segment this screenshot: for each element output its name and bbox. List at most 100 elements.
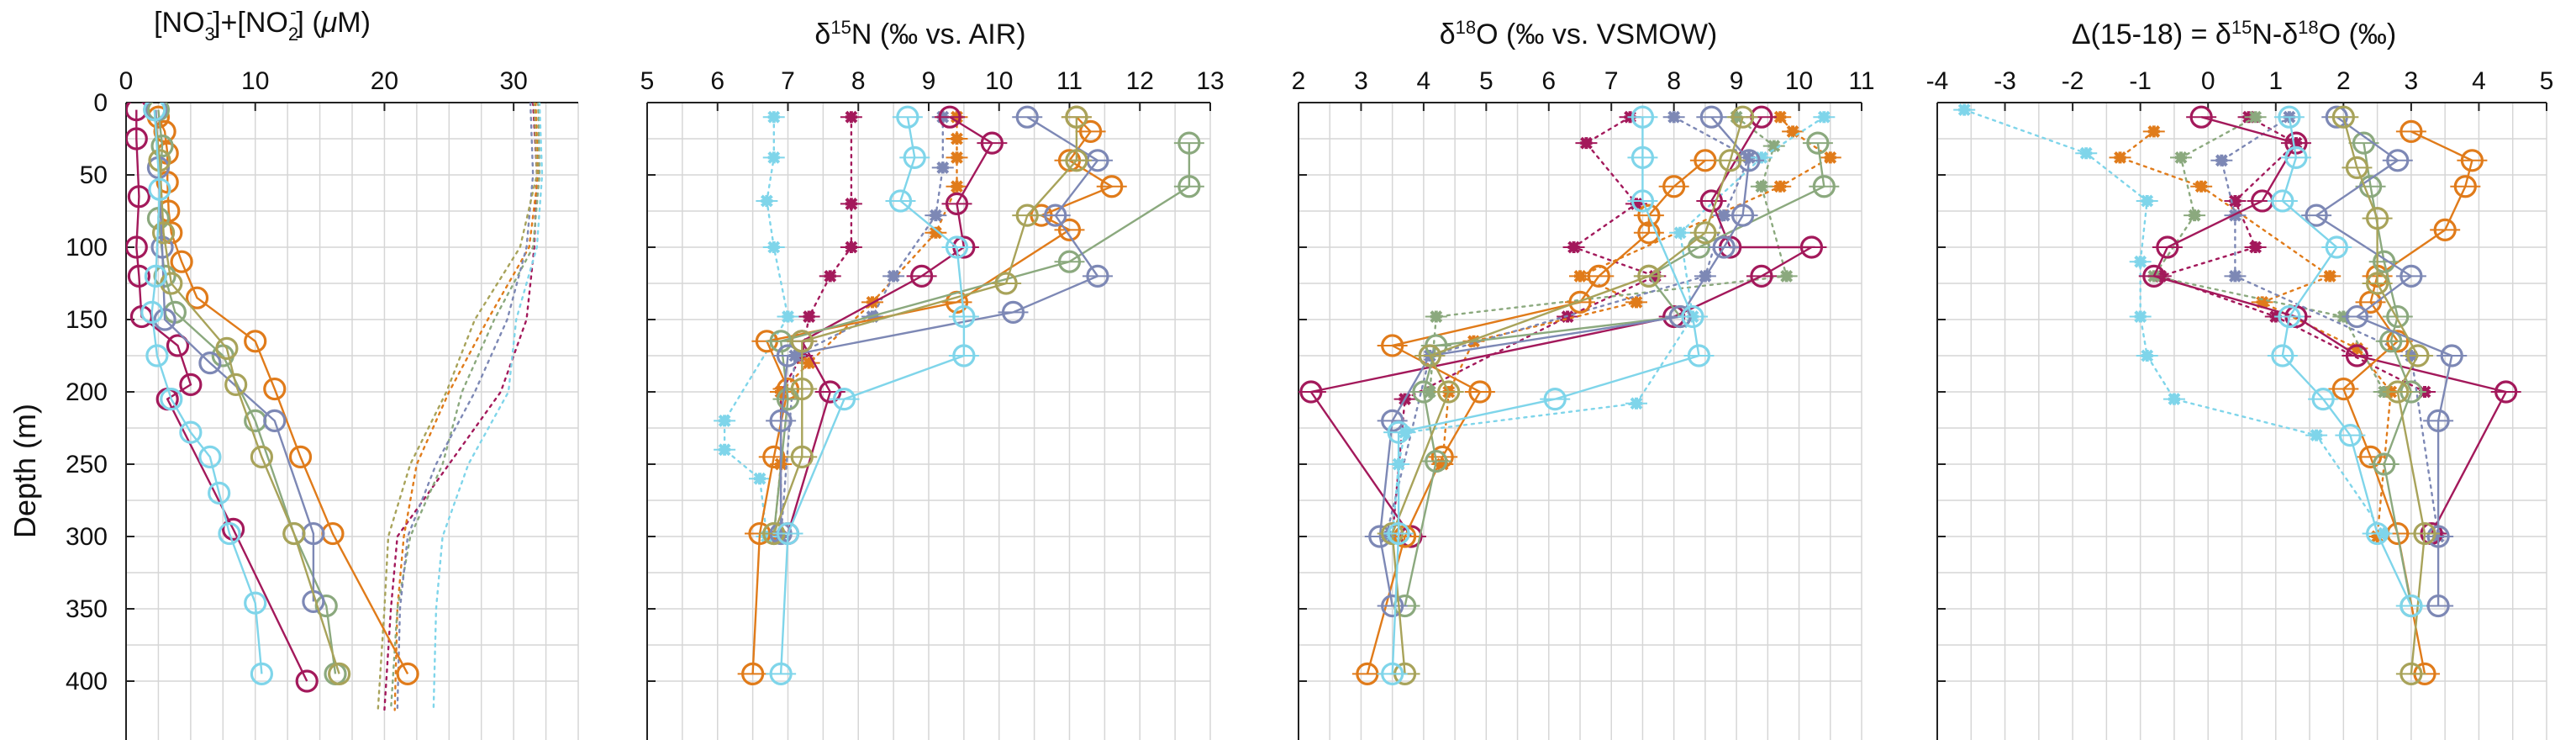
- dotted-series-line: [2152, 115, 2385, 394]
- series-point: [1377, 662, 1408, 686]
- series-point: [2457, 149, 2488, 172]
- dotted-series-point: [2075, 146, 2098, 160]
- dotted-series-point: [714, 414, 736, 427]
- grid: [125, 102, 579, 740]
- series-point: [148, 177, 171, 201]
- series-point: [150, 235, 174, 259]
- series-point: [1054, 250, 1085, 273]
- series-point: [1727, 204, 1758, 227]
- series-point: [2410, 521, 2440, 546]
- x-tick-label: 4: [2472, 67, 2486, 95]
- dotted-series-line: [1429, 115, 1788, 394]
- x-tick-label: 12: [1126, 67, 1154, 95]
- dotted-series-line: [383, 103, 539, 711]
- dotted-series-point: [1669, 226, 1692, 240]
- series-point: [2267, 189, 2298, 213]
- dotted-series-point: [1575, 136, 1598, 150]
- series-point: [892, 105, 923, 129]
- dotted-series-point: [762, 240, 785, 254]
- x-tick-label: 10: [1785, 67, 1813, 95]
- panel-d18o: δ18O (‰ vs. VSMOW) 2 3 4 5 6 7 8 9 10 11: [1292, 17, 1875, 740]
- series-point: [1683, 344, 1715, 367]
- series-point: [1658, 175, 1689, 198]
- series-point: [150, 135, 174, 158]
- x-tick-label: 5: [1479, 67, 1493, 95]
- dotted-series-point: [946, 151, 968, 164]
- dotted-series-point: [1425, 310, 1447, 323]
- x-tick-label: 13: [1196, 67, 1224, 95]
- series-point: [1696, 189, 1727, 213]
- dotted-series-line: [377, 103, 539, 711]
- series-point: [787, 377, 818, 401]
- x-tick-label: 9: [1730, 67, 1744, 95]
- series-point: [2280, 145, 2311, 169]
- series-point: [2430, 218, 2461, 241]
- x-tick-label: -3: [1994, 67, 2016, 95]
- dotted-series-point: [2129, 310, 2152, 323]
- series-point: [766, 662, 797, 686]
- series-point: [941, 192, 972, 215]
- series-line: [772, 117, 1078, 535]
- series-point: [215, 336, 239, 360]
- series-line: [2281, 117, 2412, 607]
- series-point: [829, 388, 860, 411]
- series-point: [2395, 264, 2426, 288]
- dotted-series-point: [2136, 349, 2158, 362]
- series-point: [1427, 445, 1458, 469]
- series-point: [153, 119, 176, 143]
- series-line: [751, 116, 1114, 674]
- dotted-series-line: [772, 115, 958, 538]
- series-point: [941, 235, 972, 259]
- series-point: [2273, 105, 2305, 129]
- x-tick-label: 3: [2405, 67, 2419, 95]
- dotted-series-line: [723, 115, 789, 538]
- series-point: [263, 377, 287, 401]
- series-line: [779, 116, 1099, 534]
- panel-title-delta: Δ(15-18) = δ15N-δ18O (‰): [2072, 17, 2396, 50]
- series-point: [2362, 272, 2393, 295]
- series-point: [1414, 344, 1446, 367]
- y-axis-label: Depth (m): [8, 404, 42, 538]
- series-point: [185, 286, 209, 309]
- series-point: [221, 517, 245, 542]
- dotted-series-point: [2251, 295, 2273, 309]
- dotted-series-point: [1750, 151, 1773, 164]
- series-point: [218, 521, 241, 546]
- series-point: [1061, 105, 1092, 129]
- series-point: [1627, 105, 1658, 129]
- grid: [1936, 102, 2547, 740]
- series-point: [1012, 105, 1043, 129]
- series-point: [127, 264, 150, 288]
- series-point: [2423, 409, 2454, 432]
- series-point: [1540, 388, 1571, 411]
- series-line: [772, 143, 1191, 534]
- dotted-series-point: [1750, 180, 1773, 193]
- series-point: [1746, 264, 1777, 288]
- panel-delta-15-18: Δ(15-18) = δ15N-δ18O (‰) -4 -3 -2 -1 0 1 2 3 4 5: [1926, 17, 2553, 740]
- series-point: [1633, 264, 1664, 288]
- plot-area: [126, 103, 544, 711]
- series-line: [2363, 143, 2413, 606]
- dotted-series-point: [2162, 393, 2185, 406]
- series-point: [2423, 525, 2454, 548]
- dotted-series-point: [2184, 209, 2206, 222]
- series-point: [2395, 594, 2426, 618]
- dotted-series-point: [840, 110, 862, 124]
- series-point: [2342, 156, 2373, 179]
- dotted-series-point: [2244, 110, 2267, 124]
- x-tick-label: 8: [1667, 67, 1681, 95]
- dotted-series-point: [819, 269, 841, 283]
- dotted-series-point: [714, 443, 736, 457]
- dotted-series-line: [2220, 115, 2440, 538]
- x-tick-label: 10: [985, 67, 1013, 95]
- series-point: [2382, 304, 2413, 329]
- series-point: [2267, 344, 2298, 367]
- series-point: [2490, 380, 2521, 404]
- series-point: [1809, 175, 1840, 198]
- dotted-series-line: [2118, 130, 2392, 538]
- series-point: [787, 330, 818, 353]
- dotted-series-point: [2224, 269, 2247, 283]
- series-line: [153, 109, 340, 674]
- series-point: [126, 127, 148, 151]
- series-point: [1299, 380, 1326, 404]
